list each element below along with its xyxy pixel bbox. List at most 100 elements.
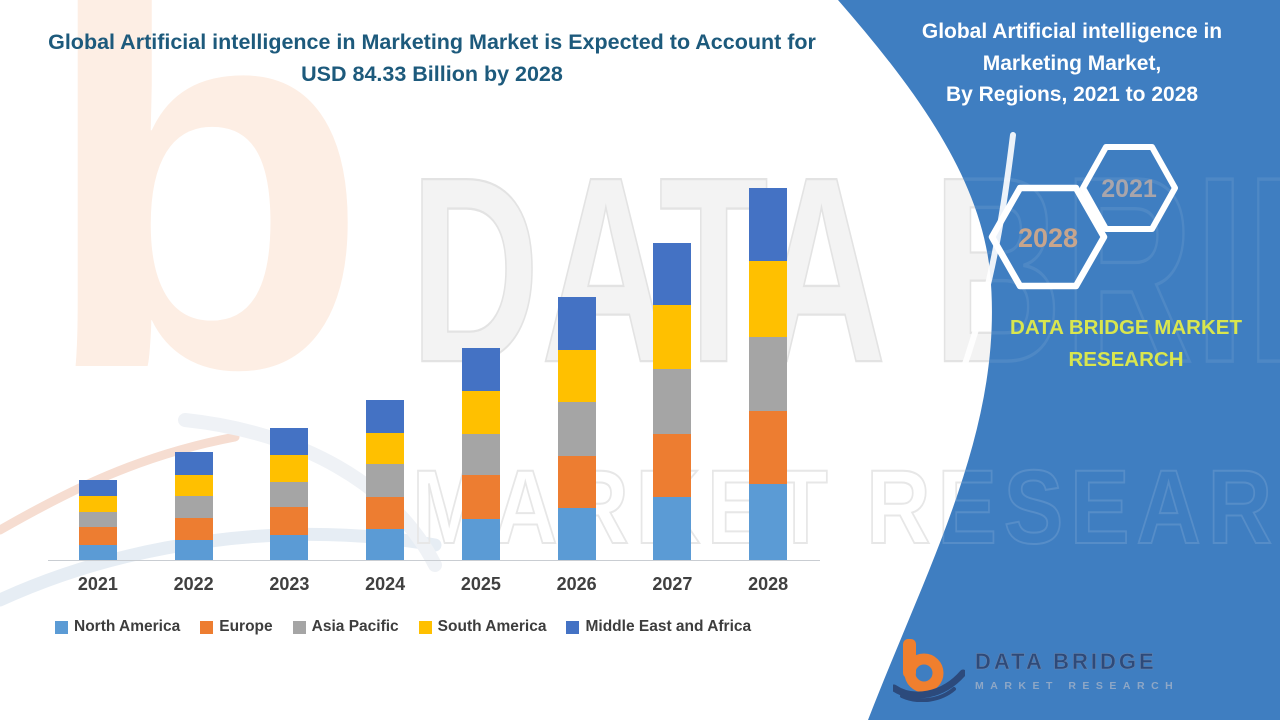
bar-segment-2027-north-america	[653, 497, 692, 560]
panel-title-line3: By Regions, 2021 to 2028	[945, 83, 1199, 106]
legend-item-europe: Europe	[200, 618, 273, 636]
x-axis-label-2023: 2023	[269, 574, 310, 594]
bar-column-2027	[625, 130, 721, 560]
logo-name: DATA BRIDGE	[975, 648, 1157, 674]
chart-title-line1: Global Artificial intelligence in Market…	[48, 30, 816, 54]
legend-swatch-asia-pacific	[292, 620, 306, 634]
bar-segment-2024-north-america	[366, 529, 405, 560]
stacked-bar-2022	[174, 452, 213, 560]
hexagon-2021-year: 2021	[1101, 175, 1157, 203]
bar-segment-2028-south-america	[749, 261, 788, 337]
bar-segment-2028-north-america	[749, 484, 788, 560]
legend-label-asia-pacific: Asia Pacific	[311, 618, 399, 635]
x-axis-label-2028: 2028	[748, 574, 789, 594]
bar-segment-2025-europe	[461, 474, 500, 519]
chart-legend: North America Europe Asia Pacific South Ame…	[55, 618, 835, 636]
bar-segment-2025-asia-pacific	[461, 433, 500, 475]
chart-title-line2: USD 84.33 Billion by 2028	[301, 62, 563, 87]
bar-segment-2026-middle-east-and-africa	[557, 297, 596, 350]
bar-segment-2028-asia-pacific	[749, 336, 788, 412]
x-axis-label-2024: 2024	[365, 574, 406, 594]
bar-segment-2027-middle-east-and-africa	[653, 242, 692, 305]
bar-segment-2027-europe	[653, 433, 692, 498]
bar-segment-2022-middle-east-and-africa	[174, 452, 213, 475]
bar-segment-2022-europe	[174, 517, 213, 541]
bar-segment-2024-europe	[366, 496, 405, 530]
bar-column-2026	[529, 130, 625, 560]
brand-text-line1: DATA BRIDGE MARKET	[1010, 316, 1242, 339]
legend-swatch-europe	[200, 620, 214, 634]
bar-segment-2027-asia-pacific	[653, 369, 692, 434]
legend-label-north-america: North America	[74, 618, 181, 635]
bar-column-2024	[337, 130, 433, 560]
bar-segment-2024-middle-east-and-africa	[366, 400, 405, 433]
legend-swatch-north-america	[55, 620, 68, 634]
bar-segment-2023-north-america	[270, 534, 309, 560]
bar-column-2028	[720, 130, 816, 560]
bar-segment-2027-south-america	[653, 304, 692, 370]
stacked-bar-2024	[366, 400, 405, 560]
legend-item-asia-pacific: Asia Pacific	[292, 618, 399, 636]
bar-segment-2023-south-america	[270, 454, 309, 482]
panel-title: Global Artificial intelligence in Market…	[872, 16, 1272, 111]
bar-segment-2026-asia-pacific	[557, 402, 596, 456]
stacked-bar-2021	[78, 480, 117, 560]
x-axis-label-2021: 2021	[77, 574, 118, 594]
x-axis-label-2022: 2022	[173, 574, 214, 594]
stacked-bar-2025	[461, 348, 500, 560]
panel-title-line2: Marketing Market,	[982, 51, 1162, 75]
bar-segment-2024-south-america	[366, 432, 405, 464]
bar-segment-2023-europe	[270, 506, 309, 535]
company-logo: DATA BRIDGE MARKET RESEARCH	[893, 638, 1179, 702]
legend-label-middle-east-and-africa: Middle East and Africa	[585, 618, 752, 635]
bar-column-2022	[146, 130, 242, 560]
x-axis-line	[48, 560, 820, 561]
stacked-bar-2027	[653, 242, 692, 560]
bar-segment-2025-south-america	[461, 390, 500, 434]
bar-column-2021	[50, 130, 146, 560]
bar-segment-2021-europe	[78, 526, 117, 545]
bar-segment-2021-middle-east-and-africa	[78, 480, 117, 497]
bar-segment-2026-north-america	[557, 507, 596, 560]
company-logo-icon	[893, 638, 965, 702]
bar-segment-2025-middle-east-and-africa	[461, 348, 500, 391]
bar-segment-2022-asia-pacific	[174, 496, 213, 518]
bar-column-2025	[433, 130, 529, 560]
bar-segment-2021-south-america	[78, 496, 117, 512]
bar-segment-2022-north-america	[174, 540, 213, 560]
bar-column-2023	[242, 130, 338, 560]
x-axis-labels: 2021 2022 2023 2024 2025 2026 2027 2028	[50, 574, 816, 595]
stacked-bar-2026	[557, 297, 596, 560]
stacked-bar-2023	[270, 427, 309, 560]
legend-item-north-america: North America	[55, 618, 180, 636]
brand-text: DATA BRIDGE MARKET RESEARCH	[950, 312, 1280, 376]
bar-segment-2025-north-america	[461, 519, 500, 560]
x-axis-label-2027: 2027	[652, 574, 693, 594]
bar-segment-2028-middle-east-and-africa	[749, 188, 788, 262]
bar-segment-2023-middle-east-and-africa	[270, 427, 309, 455]
logo-subtitle: MARKET RESEARCH	[975, 679, 1180, 692]
bar-segment-2021-asia-pacific	[78, 511, 117, 527]
brand-text-line2: RESEARCH	[1068, 347, 1184, 371]
stacked-bar-chart	[50, 130, 816, 560]
chart-title: Global Artificial intelligence in Market…	[8, 26, 856, 91]
hexagon-2021	[1083, 147, 1175, 229]
legend-swatch-middle-east-and-africa	[566, 620, 580, 634]
background-logo-b-watermark: b	[40, 0, 370, 481]
legend-item-middle-east-and-africa: Middle East and Africa	[566, 618, 751, 636]
bar-segment-2028-europe	[749, 411, 788, 485]
bar-segment-2021-north-america	[78, 545, 117, 560]
bar-segment-2024-asia-pacific	[366, 463, 405, 497]
bar-segment-2026-europe	[557, 455, 596, 508]
legend-label-europe: Europe	[219, 618, 273, 635]
bar-segment-2026-south-america	[557, 349, 596, 403]
legend-item-south-america: South America	[418, 618, 547, 636]
x-axis-label-2026: 2026	[556, 574, 597, 594]
hexagon-2028	[992, 188, 1104, 286]
stacked-bar-2028	[749, 188, 788, 560]
legend-swatch-south-america	[418, 620, 432, 634]
bar-segment-2023-asia-pacific	[270, 481, 309, 507]
legend-label-south-america: South America	[437, 618, 547, 635]
